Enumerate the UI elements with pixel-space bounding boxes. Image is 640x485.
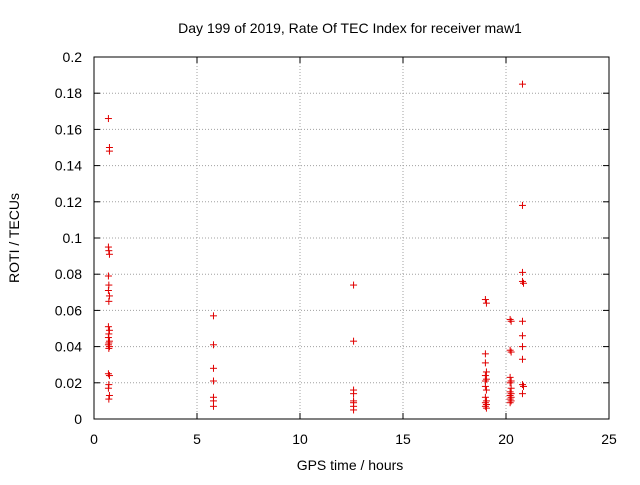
- data-point-marker: [209, 377, 217, 385]
- y-tick-label: 0.2: [63, 49, 83, 65]
- plot-border: [93, 56, 610, 420]
- data-point-marker: [481, 296, 489, 304]
- data-point-marker: [350, 337, 358, 345]
- y-tick-label: 0.1: [63, 230, 83, 246]
- y-tick-label: 0.08: [55, 266, 82, 282]
- data-point-marker: [209, 312, 217, 320]
- x-tick-label: 25: [601, 431, 617, 447]
- data-point-marker: [506, 399, 514, 407]
- data-point-marker: [518, 277, 526, 285]
- data-point-marker: [518, 332, 526, 340]
- y-tick-label: 0.06: [55, 302, 82, 318]
- y-tick-label: 0.12: [55, 194, 82, 210]
- data-point-marker: [105, 343, 113, 351]
- data-point-marker: [506, 379, 514, 387]
- x-tick-label: 10: [292, 431, 308, 447]
- data-point-marker: [482, 375, 490, 383]
- data-point-marker: [209, 364, 217, 372]
- data-point-marker: [105, 292, 113, 300]
- data-point-marker: [518, 355, 526, 363]
- y-tick-label: 0.18: [55, 85, 82, 101]
- x-tick-label: 15: [395, 431, 411, 447]
- tick-labels: 0 5 10 15 20 25 0 0.02 0.04 0.06 0.08 0.1 0.12 0.14 0.…: [55, 49, 617, 447]
- data-point-marker: [104, 370, 112, 378]
- data-point-marker: [481, 359, 489, 367]
- data-point-marker: [520, 279, 528, 287]
- x-tick-label: 20: [498, 431, 514, 447]
- data-point-marker: [105, 250, 113, 258]
- data-point-marker: [518, 390, 526, 398]
- y-tick-label: 0.14: [55, 158, 82, 174]
- x-tick-label: 5: [193, 431, 201, 447]
- data-point-marker: [482, 404, 490, 412]
- data-point-marker: [105, 395, 113, 403]
- data-point-marker: [481, 350, 489, 358]
- y-tick-label: 0.04: [55, 339, 82, 355]
- x-tick-label: 0: [90, 431, 98, 447]
- data-point-marker: [105, 344, 113, 352]
- chart-title: Day 199 of 2019, Rate Of TEC Index for r…: [178, 20, 522, 36]
- data-point-marker: [506, 346, 514, 354]
- data-point-marker: [105, 391, 113, 399]
- data-point-marker: [507, 397, 515, 405]
- data-point-marker: [104, 272, 112, 280]
- data-point-marker: [482, 386, 490, 394]
- data-point-marker: [104, 286, 112, 294]
- data-point-marker: [518, 381, 526, 389]
- data-point-marker: [350, 281, 358, 289]
- data-point-marker: [482, 368, 490, 376]
- data-points: [104, 80, 528, 414]
- data-point-marker: [482, 299, 490, 307]
- data-point-marker: [104, 384, 112, 392]
- data-point-marker: [518, 201, 526, 209]
- data-point-marker: [350, 406, 358, 414]
- y-tick-label: 0.16: [55, 121, 82, 137]
- data-point-marker: [507, 377, 515, 385]
- data-point-marker: [105, 147, 113, 155]
- data-point-marker: [507, 317, 515, 325]
- data-point-marker: [105, 326, 113, 334]
- data-point-marker: [481, 382, 489, 390]
- data-point-marker: [105, 297, 113, 305]
- y-tick-label: 0: [74, 411, 82, 427]
- data-point-marker: [209, 341, 217, 349]
- data-point-marker: [350, 390, 358, 398]
- data-point-marker: [105, 372, 113, 380]
- data-point-marker: [209, 402, 217, 410]
- data-point-marker: [105, 247, 113, 255]
- data-point-marker: [518, 268, 526, 276]
- data-point-marker: [520, 382, 528, 390]
- y-axis-label: ROTI / TECUs: [6, 193, 22, 283]
- data-point-marker: [104, 323, 112, 331]
- data-point-marker: [104, 115, 112, 123]
- data-point-marker: [518, 80, 526, 88]
- data-point-marker: [507, 348, 515, 356]
- x-axis-label: GPS time / hours: [297, 457, 404, 473]
- data-point-marker: [518, 343, 526, 351]
- data-point-marker: [506, 315, 514, 323]
- data-point-marker: [518, 317, 526, 325]
- y-tick-label: 0.02: [55, 375, 82, 391]
- data-point-marker: [481, 402, 489, 410]
